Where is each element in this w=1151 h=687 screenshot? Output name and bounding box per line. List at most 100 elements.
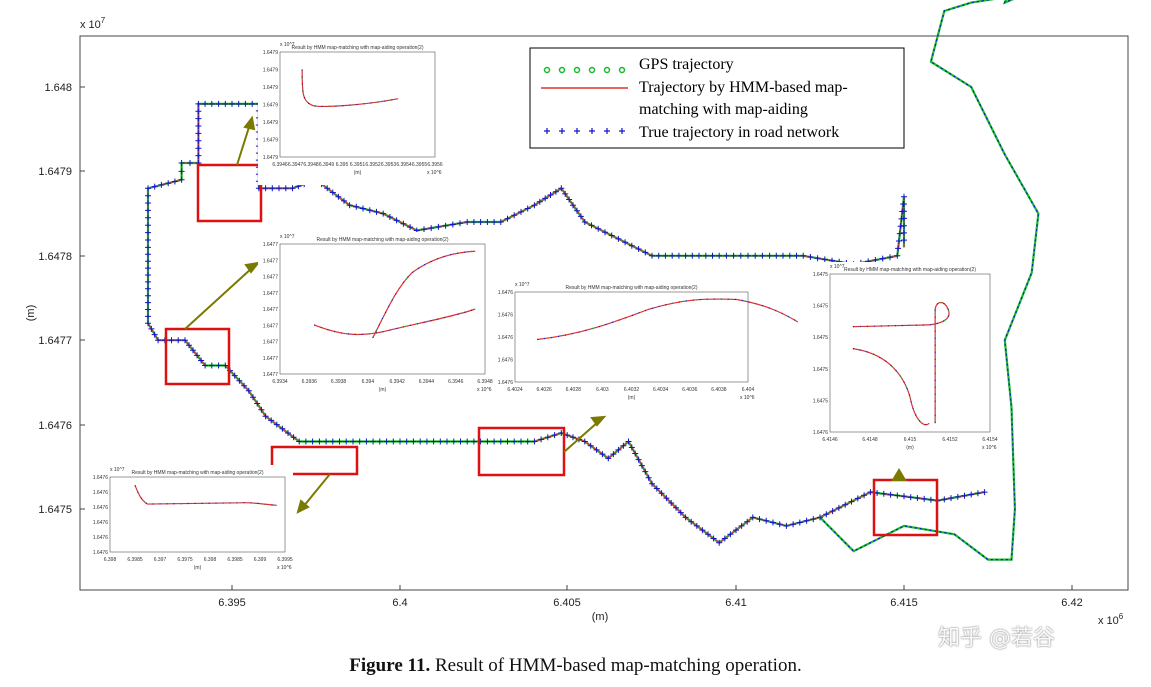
x-tick-label: 6.42 (1061, 597, 1082, 609)
inset-y-tick: 1.6475 (813, 398, 829, 404)
inset-x-tick: 6.3948 (477, 379, 493, 385)
inset-x-tick: 6.3995 (277, 557, 293, 563)
inset-y-tick: 1.6477 (263, 356, 279, 362)
inset-x-label: (m) (628, 395, 636, 401)
inset-y-tick: 1.6476 (93, 475, 109, 481)
true-trajectory-east (819, 0, 1040, 561)
inset-x-tick: 6.3948 (303, 162, 319, 168)
inset-y-tick: 1.6477 (263, 258, 279, 264)
inset-y-tick: 1.6476 (498, 358, 514, 364)
x-tick-label: 6.405 (553, 597, 581, 609)
inset-x-multiplier: x 10^6 (477, 387, 492, 393)
y-tick-label: 1.648 (44, 82, 72, 94)
inset-x-label: (m) (194, 565, 202, 571)
inset-x-tick: 6.4152 (942, 437, 958, 443)
inset-x-tick: 6.3938 (331, 379, 347, 385)
legend-label-hmm-1: Trajectory by HMM-based map- (639, 79, 848, 96)
inset-3: Result by HMM map-matching with map-aidi… (493, 280, 798, 410)
inset-curves (537, 299, 798, 339)
inset-true-markers (314, 251, 475, 338)
inset-x-multiplier: x 10^6 (740, 395, 755, 401)
y-tick-label: 1.6479 (38, 166, 72, 178)
inset-title: Result by HMM map-matching with map-aidi… (132, 470, 264, 476)
inset-true-markers (853, 303, 949, 425)
inset-y-tick: 1.6475 (813, 304, 829, 310)
y-tick-label: 1.6477 (38, 335, 72, 347)
inset-x-tick: 6.3951 (350, 162, 366, 168)
x-axis-label: (m) (592, 611, 609, 623)
y-axis-label: (m) (25, 305, 37, 322)
inset-y-tick: 1.6477 (263, 323, 279, 329)
inset-x-tick: 6.3949 (319, 162, 335, 168)
inset-y-multiplier: x 10^7 (830, 264, 845, 270)
caption-text: Result of HMM-based map-matching operati… (430, 655, 802, 676)
highlight-box-1 (196, 163, 263, 223)
inset-y-multiplier: x 10^7 (280, 42, 295, 48)
inset-axes (109, 476, 286, 553)
inset-x-tick: 6.3946 (448, 379, 464, 385)
inset-title: Result by HMM map-matching with map-aidi… (292, 45, 424, 51)
inset-x-label: (m) (379, 387, 387, 393)
inset-y-tick: 1.6479 (263, 68, 279, 74)
pointer-arrows (184, 115, 907, 514)
inset-y-tick: 1.6479 (263, 50, 279, 56)
inset-y-multiplier: x 10^7 (515, 282, 530, 288)
inset-axes (279, 243, 486, 375)
inset-x-tick: 6.395 (336, 162, 349, 168)
inset-x-multiplier: x 10^6 (427, 170, 442, 176)
highlight-box-2 (164, 327, 231, 386)
inset-gps-markers (135, 485, 277, 505)
inset-x-tick: 6.394 (362, 379, 375, 385)
inset-x-tick: 6.404 (742, 387, 755, 393)
inset-y-tick: 1.6477 (263, 307, 279, 313)
inset-x-label: (m) (354, 170, 362, 176)
x-ticks: 6.395 6.4 6.405 6.41 6.415 6.42 (218, 585, 1083, 609)
inset-y-tick: 1.6477 (263, 291, 279, 297)
inset-curves (135, 485, 277, 505)
inset-x-tick: 6.3956 (427, 162, 443, 168)
inset-x-tick: 6.4028 (566, 387, 582, 393)
inset-4: Result by HMM map-matching with map-aidi… (808, 262, 998, 460)
inset-y-tick: 1.6476 (498, 290, 514, 296)
inset-y-tick: 1.6476 (93, 520, 109, 526)
x-tick-label: 6.4 (392, 597, 407, 609)
x-tick-label: 6.41 (725, 597, 746, 609)
inset-curves (302, 70, 398, 107)
y-tick-label: 1.6478 (38, 251, 72, 263)
inset-x-tick: 6.415 (904, 437, 917, 443)
inset-x-tick: 6.4034 (653, 387, 669, 393)
inset-2: Result by HMM map-matching with map-aidi… (258, 232, 493, 402)
inset-x-tick: 6.398 (204, 557, 217, 563)
inset-y-tick: 1.6475 (813, 335, 829, 341)
inset-y-tick: 1.6479 (263, 155, 279, 161)
inset-x-tick: 6.4148 (862, 437, 878, 443)
inset-y-tick: 1.6477 (263, 275, 279, 281)
inset-x-tick: 6.4026 (536, 387, 552, 393)
inset-y-tick: 1.6476 (498, 335, 514, 341)
inset-x-tick: 6.4024 (507, 387, 523, 393)
inset-curves (853, 303, 949, 425)
inset-x-label: (m) (906, 445, 914, 451)
highlight-box-3 (270, 445, 359, 476)
inset-y-tick: 1.6477 (263, 340, 279, 346)
inset-title: Result by HMM map-matching with map-aidi… (317, 237, 449, 243)
inset-x-tick: 6.4038 (711, 387, 727, 393)
inset-y-tick: 1.6476 (498, 380, 514, 386)
inset-x-tick: 6.399 (254, 557, 267, 563)
legend-true-marker (544, 128, 625, 134)
inset-x-tick: 6.403 (596, 387, 609, 393)
inset-y-tick: 1.6477 (263, 242, 279, 248)
inset-x-tick: 6.3934 (272, 379, 288, 385)
inset-x-tick: 6.3944 (419, 379, 435, 385)
legend-label-gps: GPS trajectory (639, 56, 734, 73)
inset-gps-markers (537, 299, 798, 339)
insets: Result by HMM map-matching with map-aidi… (88, 40, 998, 580)
legend: GPS trajectory Trajectory by HMM-based m… (529, 47, 905, 149)
inset-y-tick: 1.6476 (93, 535, 109, 541)
inset-1: Result by HMM map-matching with map-aidi… (258, 40, 443, 185)
inset-x-tick: 6.3985 (227, 557, 243, 563)
inset-y-tick: 1.6479 (263, 85, 279, 91)
legend-gps-marker (543, 66, 626, 74)
legend-label-true: True trajectory in road network (639, 124, 839, 141)
